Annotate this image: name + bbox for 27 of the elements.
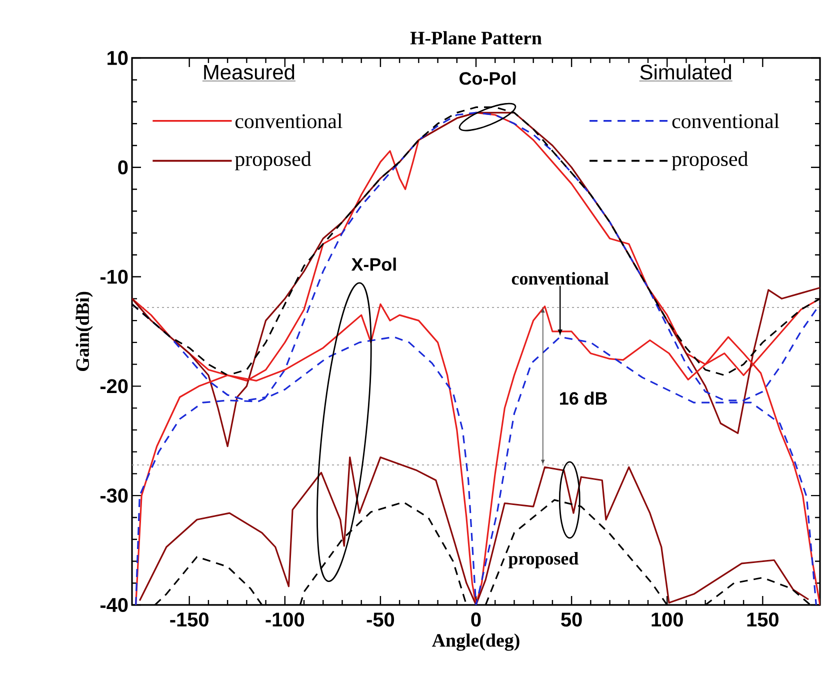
legend-label: conventional (235, 114, 342, 128)
legend-label: proposed (235, 151, 312, 170)
annotation: conventional (512, 272, 609, 285)
y-tick-label: -30 (100, 488, 128, 503)
y-axis-title: Gain(dBi) (76, 292, 93, 372)
x-tick-label: -150 (170, 612, 208, 627)
legend-label: proposed (672, 151, 748, 170)
chart-title: H-Plane Pattern (410, 31, 542, 44)
annotation: Co-Pol (460, 72, 516, 85)
y-tick-label: -20 (100, 379, 128, 394)
annotation: Measured (204, 64, 294, 80)
y-tick-label: 0 (118, 160, 128, 174)
x-tick-label: 100 (652, 612, 683, 627)
annotation: proposed (508, 552, 578, 568)
x-tick-label: -50 (366, 612, 394, 627)
x-axis-title: Angle(deg) (432, 633, 520, 651)
x-tick-label: 150 (747, 612, 778, 627)
legend-label: conventional (672, 114, 780, 128)
y-tick-label: -40 (100, 598, 128, 612)
x-tick-label: 0 (471, 612, 481, 627)
x-tick-label: 50 (561, 612, 582, 627)
annotation: 16 dB (560, 392, 607, 405)
annotation: X-Pol (351, 258, 396, 271)
y-tick-label: 10 (108, 50, 128, 66)
y-tick-label: -10 (100, 270, 128, 284)
annotation: Simulated (640, 64, 731, 80)
x-tick-label: -100 (266, 612, 304, 627)
